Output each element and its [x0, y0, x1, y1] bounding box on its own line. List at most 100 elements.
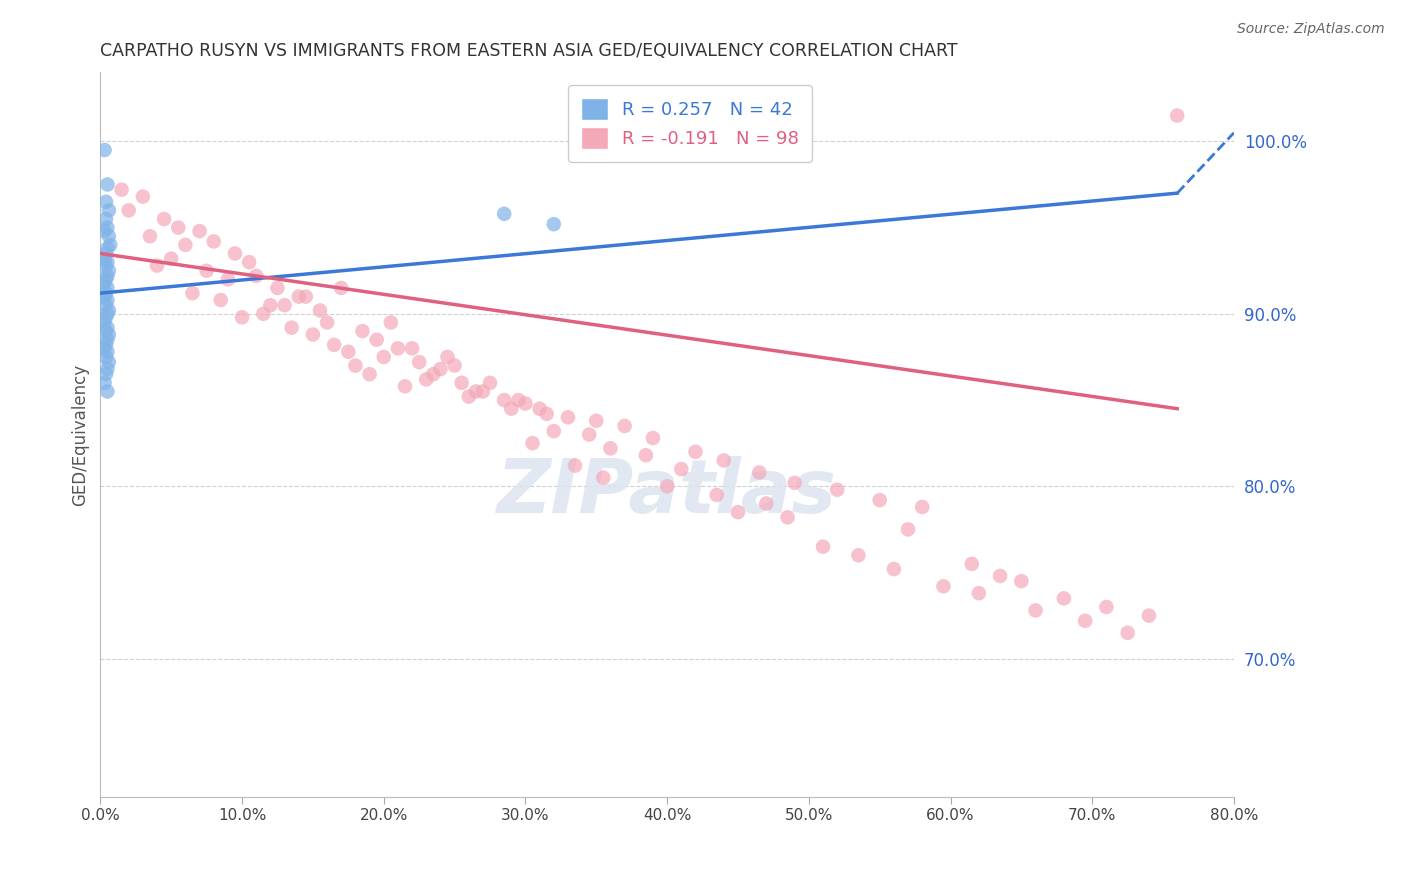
Text: CARPATHO RUSYN VS IMMIGRANTS FROM EASTERN ASIA GED/EQUIVALENCY CORRELATION CHART: CARPATHO RUSYN VS IMMIGRANTS FROM EASTER… — [100, 42, 957, 60]
Point — [96, 307, 118, 321]
Point — [869, 493, 891, 508]
Point — [316, 316, 339, 330]
Point — [344, 359, 367, 373]
Legend: R = 0.257   N = 42, R = -0.191   N = 98: R = 0.257 N = 42, R = -0.191 N = 98 — [568, 85, 811, 161]
Point — [94, 246, 117, 260]
Point — [634, 448, 657, 462]
Point — [139, 229, 162, 244]
Point — [94, 338, 117, 352]
Point — [97, 327, 120, 342]
Point — [217, 272, 239, 286]
Point — [94, 259, 117, 273]
Point — [811, 540, 834, 554]
Point — [167, 220, 190, 235]
Point — [988, 569, 1011, 583]
Point — [529, 401, 551, 416]
Point — [188, 224, 211, 238]
Point — [93, 252, 115, 266]
Point — [508, 393, 530, 408]
Point — [97, 355, 120, 369]
Point — [599, 442, 621, 456]
Point — [96, 268, 118, 283]
Point — [224, 246, 246, 260]
Point — [266, 281, 288, 295]
Point — [613, 418, 636, 433]
Point — [783, 475, 806, 490]
Point — [557, 410, 579, 425]
Point — [706, 488, 728, 502]
Point — [97, 203, 120, 218]
Point — [776, 510, 799, 524]
Text: Source: ZipAtlas.com: Source: ZipAtlas.com — [1237, 22, 1385, 37]
Point — [93, 342, 115, 356]
Point — [543, 217, 565, 231]
Point — [94, 310, 117, 325]
Point — [960, 557, 983, 571]
Point — [727, 505, 749, 519]
Point — [295, 290, 318, 304]
Point — [93, 143, 115, 157]
Point — [96, 281, 118, 295]
Point — [337, 344, 360, 359]
Point — [825, 483, 848, 497]
Point — [394, 379, 416, 393]
Point — [231, 310, 253, 325]
Point — [245, 268, 267, 283]
Point — [94, 272, 117, 286]
Point — [415, 372, 437, 386]
Point — [209, 293, 232, 307]
Point — [160, 252, 183, 266]
Point — [1053, 591, 1076, 606]
Point — [110, 183, 132, 197]
Point — [1074, 614, 1097, 628]
Point — [1025, 603, 1047, 617]
Point — [94, 350, 117, 364]
Point — [450, 376, 472, 390]
Point — [195, 264, 218, 278]
Point — [97, 303, 120, 318]
Point — [592, 470, 614, 484]
Point — [655, 479, 678, 493]
Point — [1095, 599, 1118, 614]
Point — [96, 255, 118, 269]
Point — [522, 436, 544, 450]
Point — [578, 427, 600, 442]
Point — [564, 458, 586, 473]
Point — [93, 376, 115, 390]
Point — [96, 178, 118, 192]
Point — [748, 466, 770, 480]
Point — [585, 414, 607, 428]
Point — [94, 286, 117, 301]
Point — [501, 401, 523, 416]
Point — [96, 344, 118, 359]
Point — [96, 384, 118, 399]
Point — [883, 562, 905, 576]
Y-axis label: GED/Equivalency: GED/Equivalency — [72, 363, 89, 506]
Point — [387, 342, 409, 356]
Point — [543, 424, 565, 438]
Point — [713, 453, 735, 467]
Point — [429, 362, 451, 376]
Point — [641, 431, 664, 445]
Point — [359, 368, 381, 382]
Point — [118, 203, 141, 218]
Point — [323, 338, 346, 352]
Point — [97, 229, 120, 244]
Point — [96, 293, 118, 307]
Point — [94, 324, 117, 338]
Point — [1116, 625, 1139, 640]
Point — [515, 396, 537, 410]
Point — [96, 241, 118, 255]
Point — [408, 355, 430, 369]
Point — [252, 307, 274, 321]
Text: ZIPatlas: ZIPatlas — [498, 456, 837, 529]
Point — [273, 298, 295, 312]
Point — [755, 496, 778, 510]
Point — [457, 390, 479, 404]
Point — [96, 220, 118, 235]
Point — [401, 342, 423, 356]
Point — [98, 238, 121, 252]
Point — [536, 407, 558, 421]
Point — [436, 350, 458, 364]
Point — [94, 298, 117, 312]
